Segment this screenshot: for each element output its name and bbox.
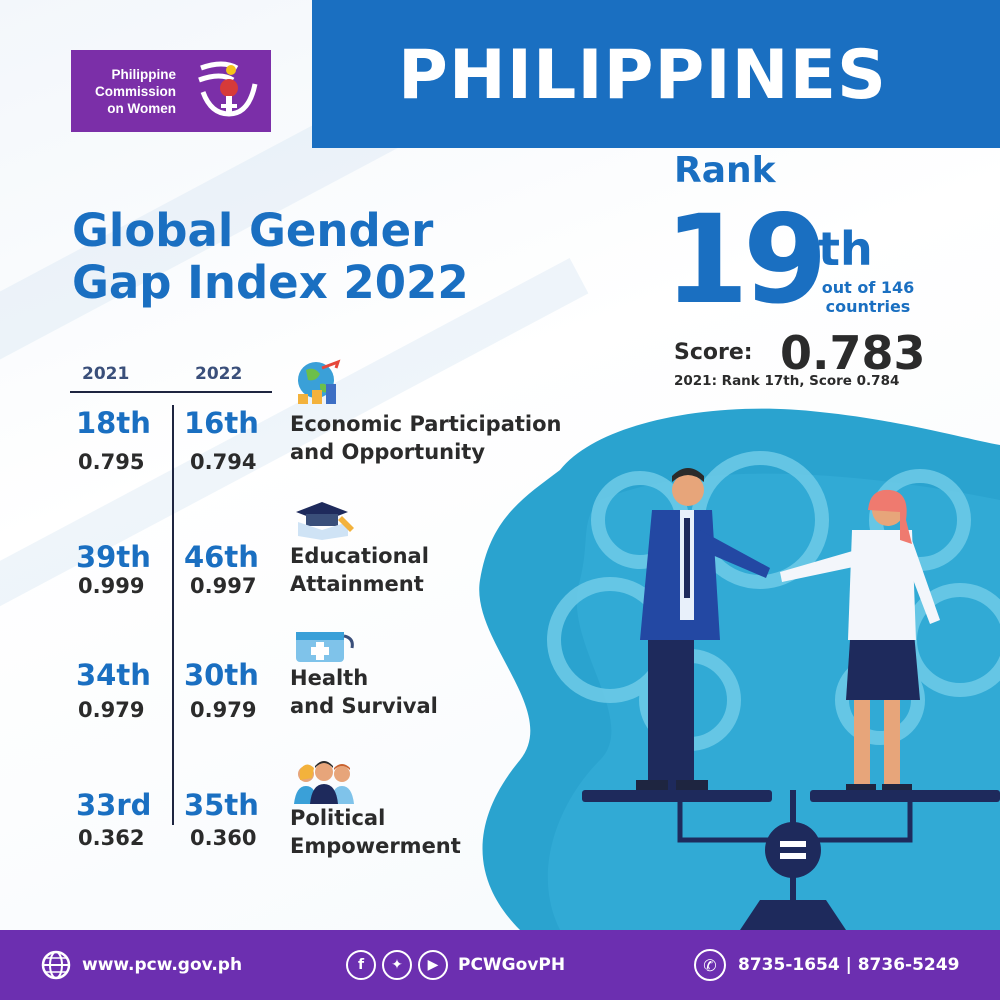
rank-out-of: out of 146 countries xyxy=(821,278,915,316)
score-2021: 0.999 xyxy=(78,574,145,598)
table-column-divider xyxy=(172,405,174,825)
rank-2022: 46th xyxy=(184,540,259,574)
footer-social[interactable]: f ✦ ▶ PCWGovPH xyxy=(346,930,565,1000)
score-value: 0.783 xyxy=(780,326,926,380)
rank-2021: 39th xyxy=(76,540,151,574)
phone-icon: ✆ xyxy=(694,949,726,981)
website-text: www.pcw.gov.ph xyxy=(82,955,243,975)
score-label: Score: xyxy=(674,340,753,365)
score-2022: 0.794 xyxy=(190,450,257,474)
facebook-icon[interactable]: f xyxy=(346,950,376,980)
category-label: Economic Participation and Opportunity xyxy=(290,412,562,464)
phone-numbers-text: 8735-1654 | 8736-5249 xyxy=(738,955,960,975)
logo-text: Philippine Commission on Women xyxy=(94,66,176,116)
score-2022: 0.360 xyxy=(190,826,257,850)
globe-icon xyxy=(41,950,71,980)
rank-2022: 16th xyxy=(184,406,259,440)
twitter-icon[interactable]: ✦ xyxy=(382,950,412,980)
pcw-emblem-icon xyxy=(198,61,258,117)
man-figure xyxy=(636,468,770,790)
score-2022: 0.979 xyxy=(190,698,257,722)
pcw-logo: Philippine Commission on Women xyxy=(71,50,271,132)
rank-2021: 34th xyxy=(76,658,151,692)
year-2022-header: 2022 xyxy=(195,364,243,384)
youtube-icon[interactable]: ▶ xyxy=(418,950,448,980)
score-2022: 0.997 xyxy=(190,574,257,598)
category-label: Political Empowerment xyxy=(290,806,461,858)
graduation-cap-book-icon xyxy=(296,502,354,540)
woman-figure xyxy=(780,489,940,792)
page-title: Global Gender Gap Index 2022 xyxy=(72,204,469,309)
year-2021-header: 2021 xyxy=(82,364,130,384)
rank-2022: 35th xyxy=(184,788,259,822)
rank-2021: 18th xyxy=(76,406,151,440)
balance-scale xyxy=(582,790,1000,930)
rank-suffix: th xyxy=(818,222,873,276)
people-group-icon xyxy=(294,761,354,804)
medical-kit-icon xyxy=(296,632,354,662)
globe-growth-icon xyxy=(298,359,341,404)
previous-rank-score: 2021: Rank 17th, Score 0.784 xyxy=(674,373,900,389)
table-header-divider xyxy=(70,391,272,393)
score-2021: 0.362 xyxy=(78,826,145,850)
rank-number: 19 xyxy=(664,189,828,331)
rank-2022: 30th xyxy=(184,658,259,692)
footer-website[interactable]: www.pcw.gov.ph xyxy=(40,930,242,1000)
category-label: Health and Survival xyxy=(290,666,438,718)
social-handle-text: PCWGovPH xyxy=(458,955,566,975)
category-label: Educational Attainment xyxy=(290,544,429,596)
country-title: PHILIPPINES xyxy=(398,36,887,115)
score-2021: 0.795 xyxy=(78,450,145,474)
score-2021: 0.979 xyxy=(78,698,145,722)
header-band xyxy=(312,0,1000,148)
footer-phone[interactable]: ✆ 8735-1654 | 8736-5249 xyxy=(694,930,959,1000)
rank-label: Rank xyxy=(674,150,776,191)
footer-bar: www.pcw.gov.ph f ✦ ▶ PCWGovPH ✆ 8735-165… xyxy=(0,930,1000,1000)
rank-2021: 33rd xyxy=(76,788,152,822)
